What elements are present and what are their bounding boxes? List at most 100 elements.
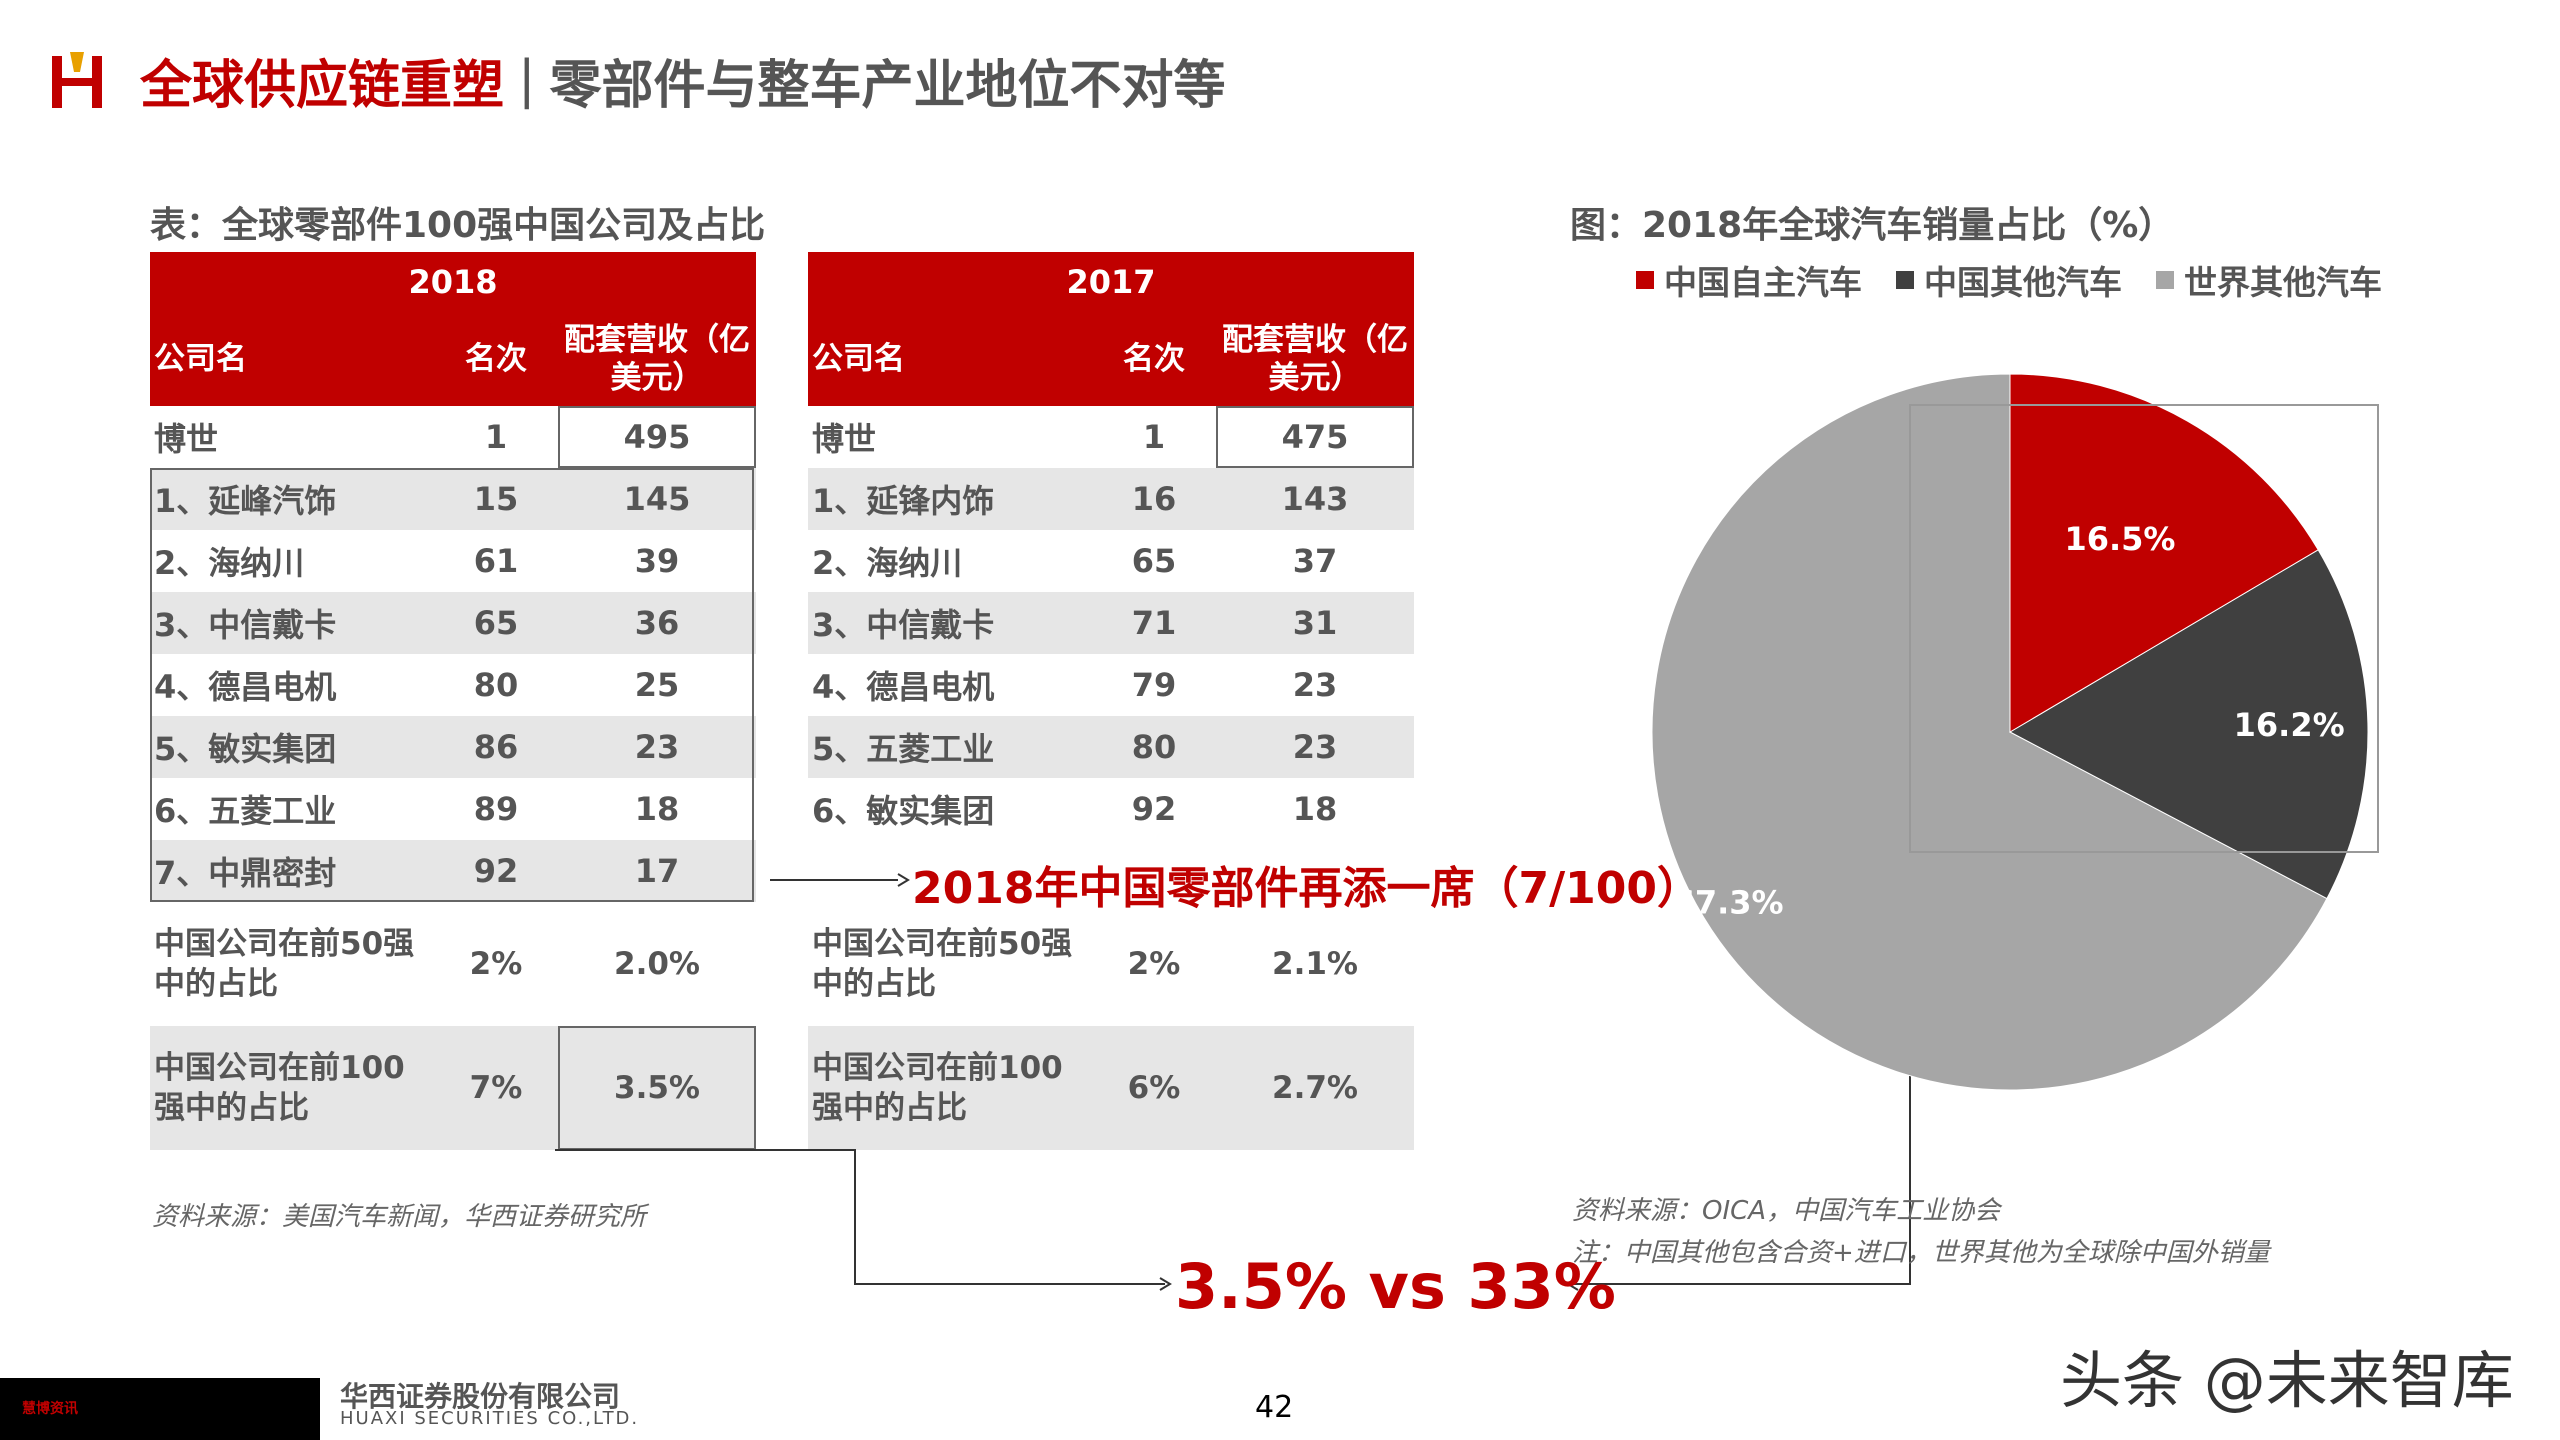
- stat-row: 中国公司在前100强中的占比 7% 3.5%: [150, 1026, 756, 1150]
- cell-revenue: 495: [558, 406, 756, 468]
- cell-company: 6、五菱工业: [154, 792, 337, 830]
- pie-data-label: 16.5%: [2064, 520, 2175, 558]
- legend-label: 中国其他汽车: [1924, 263, 2122, 302]
- cell-rank: 65: [1131, 542, 1177, 580]
- cell-rank: 16: [1092, 468, 1216, 530]
- col-header-company: 公司名: [808, 312, 1092, 406]
- table-2017: 2017 公司名 名次 配套营收（亿美元） 博世 1 475 1、延锋内饰 16…: [808, 252, 1414, 1150]
- cell-company: 5、敏实集团: [150, 716, 434, 778]
- table-row: 4、德昌电机 79 23: [808, 654, 1414, 716]
- cell-revenue: 36: [558, 592, 756, 654]
- cell-revenue: 25: [634, 666, 680, 704]
- cell-company: 博世: [154, 420, 219, 458]
- legend-label: 世界其他汽车: [2184, 263, 2382, 302]
- cell-rank: 80: [473, 666, 519, 704]
- watermark: 头条 @未来智库: [2060, 1344, 2514, 1417]
- cell-revenue: 23: [1216, 716, 1414, 778]
- cell-revenue: 31: [1216, 592, 1414, 654]
- stat-label: 中国公司在前100强中的占比: [150, 1026, 434, 1150]
- cell-revenue: 18: [634, 790, 680, 828]
- legend-label: 中国自主汽车: [1664, 263, 1862, 302]
- legend-swatch: [1896, 271, 1914, 289]
- cell-revenue: 145: [558, 468, 756, 530]
- table-row: 1、延锋内饰 16 143: [808, 468, 1414, 530]
- footer-brand: 慧博资讯: [22, 1401, 78, 1417]
- page-number: 42: [1255, 1390, 1294, 1425]
- chart-legend: 中国自主汽车 中国其他汽车 世界其他汽车: [1636, 256, 2382, 304]
- pie-data-label: 67.3%: [1673, 883, 1784, 921]
- table-row: 5、敏实集团 86 23: [150, 716, 756, 778]
- cell-rank: 89: [473, 790, 519, 828]
- cell-company: 3、中信戴卡: [808, 592, 1092, 654]
- cell-company: 6、敏实集团: [812, 792, 995, 830]
- table-2018: 2018 公司名 名次 配套营收（亿美元） 博世 1 495 1、延峰汽饰 15…: [150, 252, 756, 1150]
- pie-data-label: 16.2%: [2234, 706, 2345, 744]
- stat-row: 中国公司在前50强中的占比 2% 2.1%: [808, 902, 1414, 1026]
- table-row: 2、海纳川 61 39: [150, 530, 756, 592]
- cell-rank: 92: [434, 840, 558, 902]
- legend-swatch: [2156, 271, 2174, 289]
- comparison-callout: 3.5% vs 33%: [1175, 1250, 1616, 1323]
- stat-label: 中国公司在前100强中的占比: [808, 1026, 1092, 1150]
- company-name-cn: 华西证券股份有限公司: [340, 1380, 621, 1413]
- title-separator: |: [518, 50, 536, 110]
- stat-share: 2%: [469, 946, 523, 982]
- cell-rank: 86: [434, 716, 558, 778]
- col-header-revenue: 配套营收（亿美元）: [1216, 312, 1414, 406]
- stat-share: 6%: [1092, 1026, 1216, 1150]
- company-name-en: HUAXI SECURITIES CO.,LTD.: [340, 1408, 640, 1429]
- callout-2018: 2018年中国零部件再添一席（7/100）: [912, 863, 1701, 914]
- table-row: 6、敏实集团 92 18: [808, 778, 1414, 840]
- cell-company: 5、五菱工业: [808, 716, 1092, 778]
- stat-label: 中国公司在前50强中的占比: [154, 926, 415, 1002]
- cell-company: 2、海纳川: [812, 544, 963, 582]
- cell-revenue: 37: [1292, 542, 1338, 580]
- title-main: 全球供应链重塑: [140, 55, 505, 116]
- cell-company: 4、德昌电机: [154, 668, 337, 706]
- cell-rank: 1: [484, 418, 508, 456]
- chart-caption: 图：2018年全球汽车销量占比（%）: [1570, 205, 2175, 246]
- table-caption: 表：全球零部件100强中国公司及占比: [150, 205, 766, 246]
- cell-company: 1、延峰汽饰: [150, 468, 434, 530]
- cell-revenue: 23: [1292, 666, 1338, 704]
- cell-rank: 92: [1131, 790, 1177, 828]
- callout-arrow-icon: [770, 873, 910, 887]
- huaxi-logo-icon: [52, 52, 102, 108]
- cell-rank: 79: [1131, 666, 1177, 704]
- pie-slice: [2009, 373, 2319, 733]
- pie-chart: 16.5% 16.2% 67.3%: [1651, 373, 2379, 1091]
- year-header: 2017: [808, 252, 1414, 312]
- col-header-revenue: 配套营收（亿美元）: [558, 312, 756, 406]
- cell-company: 1、延锋内饰: [808, 468, 1092, 530]
- stat-label: 中国公司在前50强中的占比: [812, 926, 1073, 1002]
- stat-revenue-share: 2.1%: [1272, 946, 1358, 982]
- pie-highlight-box: [1909, 404, 2379, 853]
- table-row: 2、海纳川 65 37: [808, 530, 1414, 592]
- stat-revenue-share: 2.0%: [614, 946, 700, 982]
- table-row: 6、五菱工业 89 18: [150, 778, 756, 840]
- cell-rank: 80: [1092, 716, 1216, 778]
- title-sub: 零部件与整车产业地位不对等: [549, 55, 1226, 116]
- stat-row: 中国公司在前50强中的占比 2% 2.0%: [150, 902, 756, 1026]
- pie-slice: [2008, 549, 2369, 900]
- cell-company: 4、德昌电机: [812, 668, 995, 706]
- cell-company: 博世: [812, 420, 877, 458]
- table-source: 资料来源：美国汽车新闻，华西证券研究所: [152, 1202, 647, 1232]
- cell-company: 3、中信戴卡: [150, 592, 434, 654]
- cell-company: 7、中鼎密封: [150, 840, 434, 902]
- stat-revenue-share: 3.5%: [558, 1026, 756, 1150]
- table-row: 3、中信戴卡 71 31: [808, 592, 1414, 654]
- cell-revenue: 18: [1292, 790, 1338, 828]
- table-row: 3、中信戴卡 65 36: [150, 592, 756, 654]
- cell-rank: 61: [473, 542, 519, 580]
- page-title: 全球供应链重塑 | 零部件与整车产业地位不对等: [140, 40, 1226, 120]
- cell-revenue: 475: [1216, 406, 1414, 468]
- table-row: 4、德昌电机 80 25: [150, 654, 756, 716]
- cell-rank: 1: [1142, 418, 1166, 456]
- cell-rank: 71: [1092, 592, 1216, 654]
- chart-source: 资料来源：OICA，中国汽车工业协会: [1572, 1196, 2001, 1226]
- table-row: 博世 1 475: [808, 406, 1414, 468]
- cell-revenue: 143: [1216, 468, 1414, 530]
- stat-share: 2%: [1127, 946, 1181, 982]
- highlight-box-cn-companies: [150, 468, 754, 902]
